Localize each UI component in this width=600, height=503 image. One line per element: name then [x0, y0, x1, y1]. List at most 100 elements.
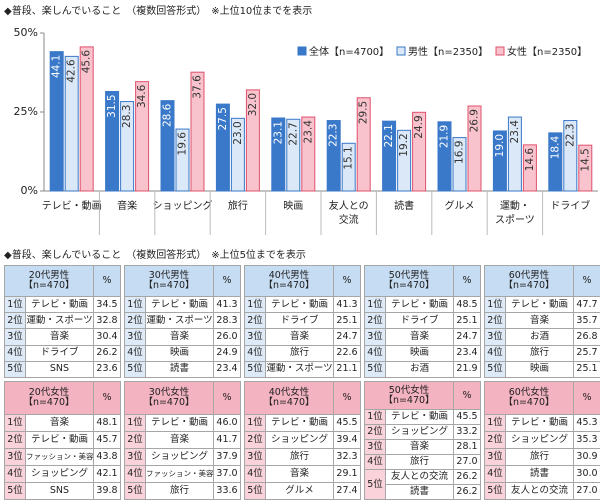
value: 41.3 [213, 295, 241, 314]
item: 音楽 [385, 328, 454, 346]
table-row: 4位 映画 23.4 [364, 344, 481, 362]
x-tick-label: 運動・スポーツ [495, 199, 535, 226]
value-label: 26.9 [469, 109, 481, 132]
value: 24.9 [213, 344, 241, 362]
value-label: 19.2 [398, 133, 410, 156]
bar [49, 51, 64, 192]
table-row: 2位 ショッピング 35.3 [484, 430, 600, 449]
rank: 1位 [364, 409, 386, 426]
rank: 4位 [244, 344, 266, 362]
value: 45.5 [453, 409, 481, 426]
rank: 2位 [4, 430, 26, 449]
table-row: 1位 テレビ・動画 34.5 [4, 295, 121, 314]
legend-swatch [297, 46, 307, 56]
item: テレビ・動画 [385, 295, 454, 314]
rank: 5位 [4, 360, 26, 379]
item: テレビ・動画 [25, 430, 94, 449]
item: テレビ・動画 [505, 413, 574, 432]
rank: 4位 [364, 454, 386, 471]
ranking-table: 40代男性 【n=470】% 1位 テレビ・動画 41.3 2位 ドライブ 25.1 3位 音楽… [244, 265, 361, 379]
table-row: 3位 音楽 24.7 [244, 328, 361, 346]
rank: 1位 [484, 413, 506, 432]
table-row: 1位 テレビ・動画 45.5 [364, 409, 481, 426]
value: 28.3 [213, 312, 241, 330]
bar [230, 117, 245, 192]
item: 音楽 [25, 328, 94, 346]
ranking-table: 40代女性 【n=470】% 1位 テレビ・動画 45.5 2位 ショッピング 39.4 3位… [244, 381, 361, 501]
item: 音楽 [145, 430, 214, 449]
table-header: 50代男性 【n=470】 [364, 265, 454, 297]
value-label: 19.0 [494, 134, 506, 157]
value: 45.7 [93, 430, 121, 449]
x-tick-label: ドライブ [550, 199, 590, 212]
table-row: 1位 テレビ・動画 45.3 [484, 413, 600, 432]
rank: 3位 [484, 447, 506, 466]
bar [507, 116, 522, 192]
value: 39.4 [333, 430, 361, 449]
rank: 3位 [484, 328, 506, 346]
rank: 2位 [4, 312, 26, 330]
table-header: 50代女性 【n=470】 [364, 380, 454, 411]
rank: 5位 [244, 360, 266, 379]
bar [563, 120, 578, 192]
item: 旅行 [505, 344, 574, 362]
bar [271, 117, 286, 192]
value: 30.9 [573, 447, 600, 466]
rank: 3位 [4, 328, 26, 346]
value-label: 22.3 [564, 124, 576, 147]
item: テレビ・動画 [385, 409, 454, 426]
item: ファッション・美容 [25, 447, 94, 466]
table-row: 5位 友人との交流 26.2 [364, 469, 481, 500]
rank: 2位 [244, 312, 266, 330]
y-tick-label: 0% [21, 184, 38, 197]
table-header: 40代男性 【n=470】 [244, 265, 334, 297]
value: 34.5 [93, 295, 121, 314]
value: 37.0 [213, 464, 241, 483]
x-tick-label: 旅行 [228, 199, 248, 212]
value: 32.8 [93, 312, 121, 330]
table-header: 30代女性 【n=470】 [124, 381, 214, 415]
unit-header: % [333, 265, 361, 297]
rank: 5位 [124, 360, 146, 379]
rank: 2位 [364, 312, 386, 330]
table-row: 3位 旅行 32.3 [244, 447, 361, 466]
value: 24.7 [333, 328, 361, 346]
table-row: 5位 読書 23.4 [124, 360, 241, 379]
value: 48.1 [93, 413, 121, 432]
table-header: 60代女性 【n=470】 [484, 381, 574, 415]
table-row: 5位 お酒 21.9 [364, 360, 481, 379]
bar [356, 97, 371, 192]
item: ショッピング [145, 447, 214, 466]
unit-header: % [573, 265, 600, 297]
value: 26.2 [93, 344, 121, 362]
item: テレビ・動画 [265, 413, 334, 432]
item: 読書 [505, 464, 574, 483]
table-row: 1位 音楽 48.1 [4, 413, 121, 432]
bar [326, 120, 341, 192]
rank: 1位 [244, 295, 266, 314]
table-row: 4位 ファッション・美容 37.0 [124, 464, 241, 483]
table-row: 5位 SNS 23.6 [4, 360, 121, 379]
rank: 3位 [124, 447, 146, 466]
value-label: 45.6 [81, 50, 93, 74]
value-label: 15.1 [343, 146, 355, 169]
value: 41.7 [213, 430, 241, 449]
rank: 4位 [244, 464, 266, 483]
x-tick-label: テレビ・動画 [42, 199, 102, 212]
table-row: 2位 ショッピング 39.4 [244, 430, 361, 449]
item: 音楽 [265, 464, 334, 483]
value-label: 31.5 [106, 94, 118, 117]
value-label: 23.1 [272, 121, 284, 144]
item: ドライブ [385, 312, 454, 330]
value: 26.0 [213, 328, 241, 346]
header-row: 40代男性 【n=470】% [244, 265, 361, 297]
value: 32.3 [333, 447, 361, 466]
value: 26.8 [573, 328, 600, 346]
bar [245, 89, 260, 192]
table-row: 3位 音楽 28.1 [364, 439, 481, 456]
value: 21.1 [333, 360, 361, 379]
value-label: 32.0 [247, 93, 259, 116]
bar [397, 129, 412, 192]
value: 45.5 [333, 413, 361, 432]
